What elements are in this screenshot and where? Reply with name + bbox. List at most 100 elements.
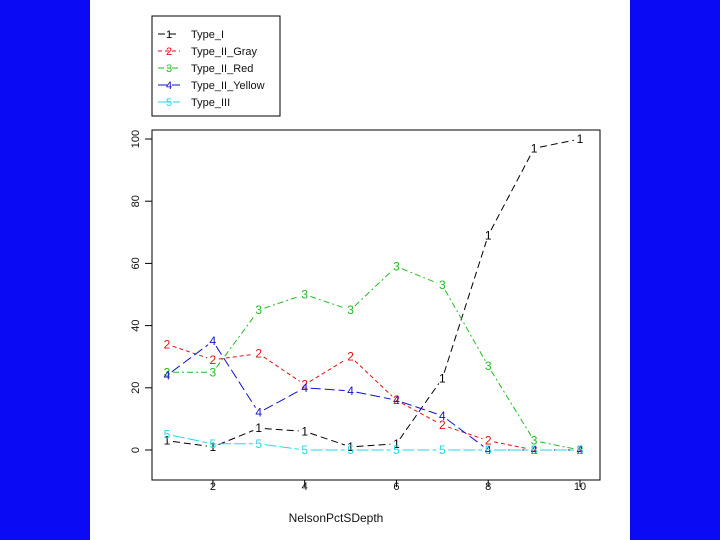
y-tick-label: 60: [130, 257, 142, 269]
legend-label: Type_II_Gray: [191, 46, 258, 58]
data-point-symbol: 3: [210, 365, 217, 379]
series-line-segment: [494, 441, 529, 450]
data-point-symbol: 1: [255, 421, 262, 435]
series-line-segment: [215, 345, 256, 408]
data-point-symbol: 4: [531, 443, 538, 457]
x-axis-label: NelsonPctSDepth: [289, 511, 384, 525]
y-axis: 0 20 40 60 80 100: [130, 130, 152, 453]
legend-entry: 3 Type_II_Red: [158, 63, 253, 75]
data-point-symbol: 3: [439, 278, 446, 292]
legend-entry: 2 Type_II_Gray: [158, 46, 258, 58]
data-point-symbol: 3: [347, 303, 354, 317]
series-line-segment: [264, 428, 299, 432]
series-line-segment: [172, 345, 208, 359]
data-point-symbol: 4: [210, 334, 217, 348]
data-point-symbol: 1: [210, 440, 217, 454]
legend-symbol: 2: [166, 46, 172, 58]
data-point-symbol: 3: [577, 443, 584, 457]
data-point-symbol: 2: [347, 350, 354, 364]
data-point-symbol: 1: [301, 424, 308, 438]
data-point-symbol: 5: [301, 443, 308, 457]
data-point-symbol: 4: [393, 393, 400, 407]
legend-label: Type_II_Yellow: [191, 80, 265, 92]
data-point-symbol: 1: [164, 434, 171, 448]
legend: 1 Type_I 2 Type_II_Gray 3 Type_II_Red 4 Type_II…: [151, 15, 281, 117]
series-1: 1 1 1 1 1 1 1 1 1 1: [164, 132, 584, 454]
series-line-segment: [401, 268, 437, 284]
data-point-symbol: 2: [531, 443, 538, 457]
data-point-symbol: 3: [164, 365, 171, 379]
data-point-symbol: 4: [164, 368, 171, 382]
legend-symbol: 1: [166, 29, 172, 41]
data-point-symbol: 1: [577, 132, 584, 146]
data-point-symbol: 3: [255, 303, 262, 317]
x-tick-label: 6: [393, 481, 399, 493]
series-line-segment: [216, 314, 256, 368]
data-point-symbol: 4: [485, 443, 492, 457]
y-tick-label: 80: [130, 195, 142, 207]
x-tick-label: 4: [302, 481, 308, 493]
series-2: 2 2 2 2 2 2 2 2 2 2: [164, 337, 584, 457]
data-point-symbol: 5: [485, 443, 492, 457]
series-line-segment: [171, 344, 209, 373]
data-point-symbol: 2: [301, 378, 308, 392]
data-point-symbol: 1: [393, 437, 400, 451]
legend-label: Type_II_Red: [191, 63, 253, 75]
y-tick-label: 100: [130, 130, 142, 148]
legend-entry: 5 Type_III: [158, 97, 230, 109]
series-line-segment: [309, 359, 346, 382]
legend-entry: 1 Type_I: [158, 29, 224, 41]
data-point-symbol: 4: [301, 381, 308, 395]
data-point-symbol: 4: [439, 409, 446, 423]
series-4: 4 4 4 4 4 4 4 4 4 4: [164, 334, 584, 457]
series-line-segment: [356, 443, 391, 447]
data-point-symbol: 2: [393, 393, 400, 407]
data-point-symbol: 4: [347, 384, 354, 398]
data-point-symbol: 5: [347, 443, 354, 457]
legend-symbol: 4: [166, 80, 172, 92]
x-tick-label: 10: [574, 481, 586, 493]
series-line-segment: [354, 270, 393, 307]
series-5: 5 5 5 5 5 5 5 5 5 5: [164, 427, 584, 457]
data-point-symbol: 3: [531, 434, 538, 448]
legend-symbol: 5: [166, 97, 172, 109]
legend-box: [151, 15, 281, 117]
y-tick-label: 40: [130, 319, 142, 331]
data-point-symbol: 5: [393, 443, 400, 457]
legend-entry: 4 Type_II_Yellow: [158, 80, 265, 92]
legend-label: Type_I: [191, 29, 224, 41]
data-point-symbol: 2: [210, 353, 217, 367]
series-line-segment: [218, 430, 254, 446]
data-point-symbol: 5: [164, 427, 171, 441]
legend-label: Type_III: [191, 97, 230, 109]
data-point-symbol: 5: [531, 443, 538, 457]
y-tick-label: 20: [130, 382, 142, 394]
plot-frame: [151, 129, 601, 481]
data-point-symbol: 5: [439, 443, 446, 457]
series-line-segment: [310, 387, 345, 392]
data-point-symbol: 1: [485, 228, 492, 242]
data-point-symbol: 2: [577, 443, 584, 457]
data-point-symbol: 2: [164, 337, 171, 351]
data-point-symbol: 5: [577, 443, 584, 457]
series-line-segment: [310, 432, 346, 446]
series-line-segment: [443, 240, 487, 373]
series-line-segment: [263, 356, 300, 382]
series-line-segment: [172, 435, 208, 444]
series-line-segment: [490, 153, 532, 231]
series-line-segment: [218, 353, 253, 360]
series-line-segment: [356, 391, 391, 400]
data-point-symbol: 4: [255, 406, 262, 420]
data-point-symbol: 1: [347, 440, 354, 454]
data-point-symbol: 3: [393, 260, 400, 274]
data-point-symbol: 1: [531, 141, 538, 155]
series-line-segment: [399, 383, 440, 440]
series-line-segment: [447, 426, 483, 440]
slide-background: 1 Type_I 2 Type_II_Gray 3 Type_II_Red 4 Type_II…: [90, 0, 630, 540]
data-point-symbol: 3: [485, 359, 492, 373]
data-point-symbol: 5: [255, 437, 262, 451]
series-line-segment: [539, 139, 575, 148]
series-line-segment: [401, 401, 437, 415]
series-line-segment: [446, 418, 484, 447]
